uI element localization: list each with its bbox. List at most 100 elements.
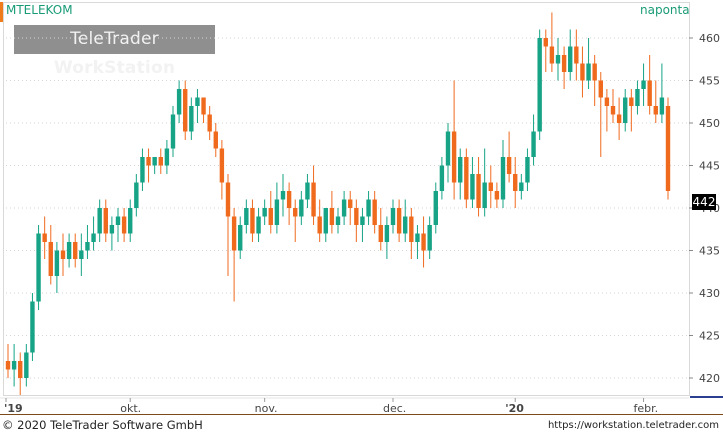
candle-body <box>629 97 634 106</box>
candle-body <box>11 361 17 370</box>
candle-body <box>451 131 457 183</box>
candle-body <box>189 106 194 132</box>
candle-body <box>525 157 530 183</box>
candle-body <box>384 225 390 242</box>
candle-body <box>274 199 280 225</box>
copyright-text: © 2020 TeleTrader Software GmbH <box>2 418 203 432</box>
candle-body <box>427 225 432 251</box>
candle-body <box>341 199 347 217</box>
candle-body <box>244 208 249 225</box>
candle-body <box>103 208 108 234</box>
candle-body <box>201 97 206 115</box>
candle-body <box>415 233 420 242</box>
candle-body <box>635 89 640 106</box>
y-tick-label: 450 <box>699 117 720 130</box>
candle-body <box>219 148 225 183</box>
candle-body <box>66 242 72 259</box>
candle-body <box>170 114 176 149</box>
candle-body <box>360 216 365 225</box>
candle-body <box>250 208 255 234</box>
candle-body <box>335 216 341 225</box>
period-label[interactable]: naponta <box>640 3 690 17</box>
candle-body <box>366 199 371 217</box>
candle-body <box>60 250 66 259</box>
candle-body <box>390 208 396 225</box>
candle-body <box>268 208 273 225</box>
candle-body <box>445 131 451 166</box>
candle-body <box>225 182 231 217</box>
candle-body <box>183 89 188 132</box>
candle-body <box>665 106 671 191</box>
candle-body <box>506 157 512 174</box>
candle-body <box>470 174 475 200</box>
candle-body <box>5 361 11 370</box>
candle-body <box>311 182 316 217</box>
candle-body <box>329 208 335 225</box>
candle-body <box>610 106 616 115</box>
teletrader-logo: TeleTrader WorkStation <box>14 25 215 78</box>
candle-body <box>85 242 90 251</box>
candle-body <box>513 174 518 191</box>
candle-body <box>48 242 53 276</box>
candle-body <box>54 250 60 276</box>
y-tick-label: 435 <box>699 245 720 258</box>
candle-body <box>18 361 23 378</box>
candle-body <box>317 216 322 234</box>
candle-body <box>396 208 402 234</box>
candle-body <box>256 216 261 234</box>
candle-body <box>378 225 383 242</box>
candle-body <box>280 191 286 200</box>
symbol-label[interactable]: MTELEKOM <box>6 3 73 17</box>
candle-body <box>158 157 163 166</box>
candle-body <box>439 165 445 191</box>
candle-body <box>213 131 218 149</box>
candle-body <box>543 38 548 47</box>
candle-body <box>574 46 579 64</box>
candle-body <box>231 216 237 251</box>
candle-body <box>580 63 585 81</box>
candle-body <box>555 55 561 64</box>
candle-body <box>195 97 200 106</box>
candle-body <box>348 199 353 208</box>
y-tick-label: 455 <box>699 75 720 88</box>
candle-body <box>305 182 310 200</box>
logo-regular: TeleTrader <box>70 29 159 49</box>
candle-body <box>604 97 610 106</box>
x-tick-label: okt. <box>120 402 141 415</box>
scroll-indicator[interactable] <box>690 396 723 398</box>
x-tick-label: febr. <box>634 402 659 415</box>
website-url[interactable]: https://workstation.teletrader.com <box>547 420 719 431</box>
candle-body <box>616 114 622 123</box>
candle-body <box>592 63 597 81</box>
candle-body <box>561 55 567 72</box>
candle-body <box>372 199 377 225</box>
candle-body <box>293 208 298 217</box>
candle-body <box>537 38 542 132</box>
x-tick-label: nov. <box>255 402 278 415</box>
candle-body <box>134 182 139 208</box>
candle-body <box>238 225 243 251</box>
candle-body <box>152 157 157 166</box>
candle-body <box>97 208 102 234</box>
candle-body <box>433 191 438 225</box>
candle-body <box>323 208 328 234</box>
y-tick-label: 420 <box>699 372 720 385</box>
candle-body <box>73 242 78 259</box>
x-tick-label: '20 <box>505 402 524 415</box>
candle-body <box>476 174 481 208</box>
candle-body <box>115 216 121 225</box>
y-tick-label: 425 <box>699 330 720 343</box>
candle-body <box>140 157 145 183</box>
y-tick-label: 460 <box>699 32 720 45</box>
last-value-tag: 442 <box>692 194 716 210</box>
candle-body <box>641 80 646 89</box>
candle-body <box>403 216 408 234</box>
logo-bold: WorkStation <box>53 58 176 78</box>
candle-body <box>30 301 35 353</box>
candle-body <box>488 182 493 191</box>
candle-body <box>109 225 115 234</box>
y-tick-label: 445 <box>699 160 720 173</box>
candle-body <box>568 46 573 72</box>
candle-body <box>464 157 469 200</box>
